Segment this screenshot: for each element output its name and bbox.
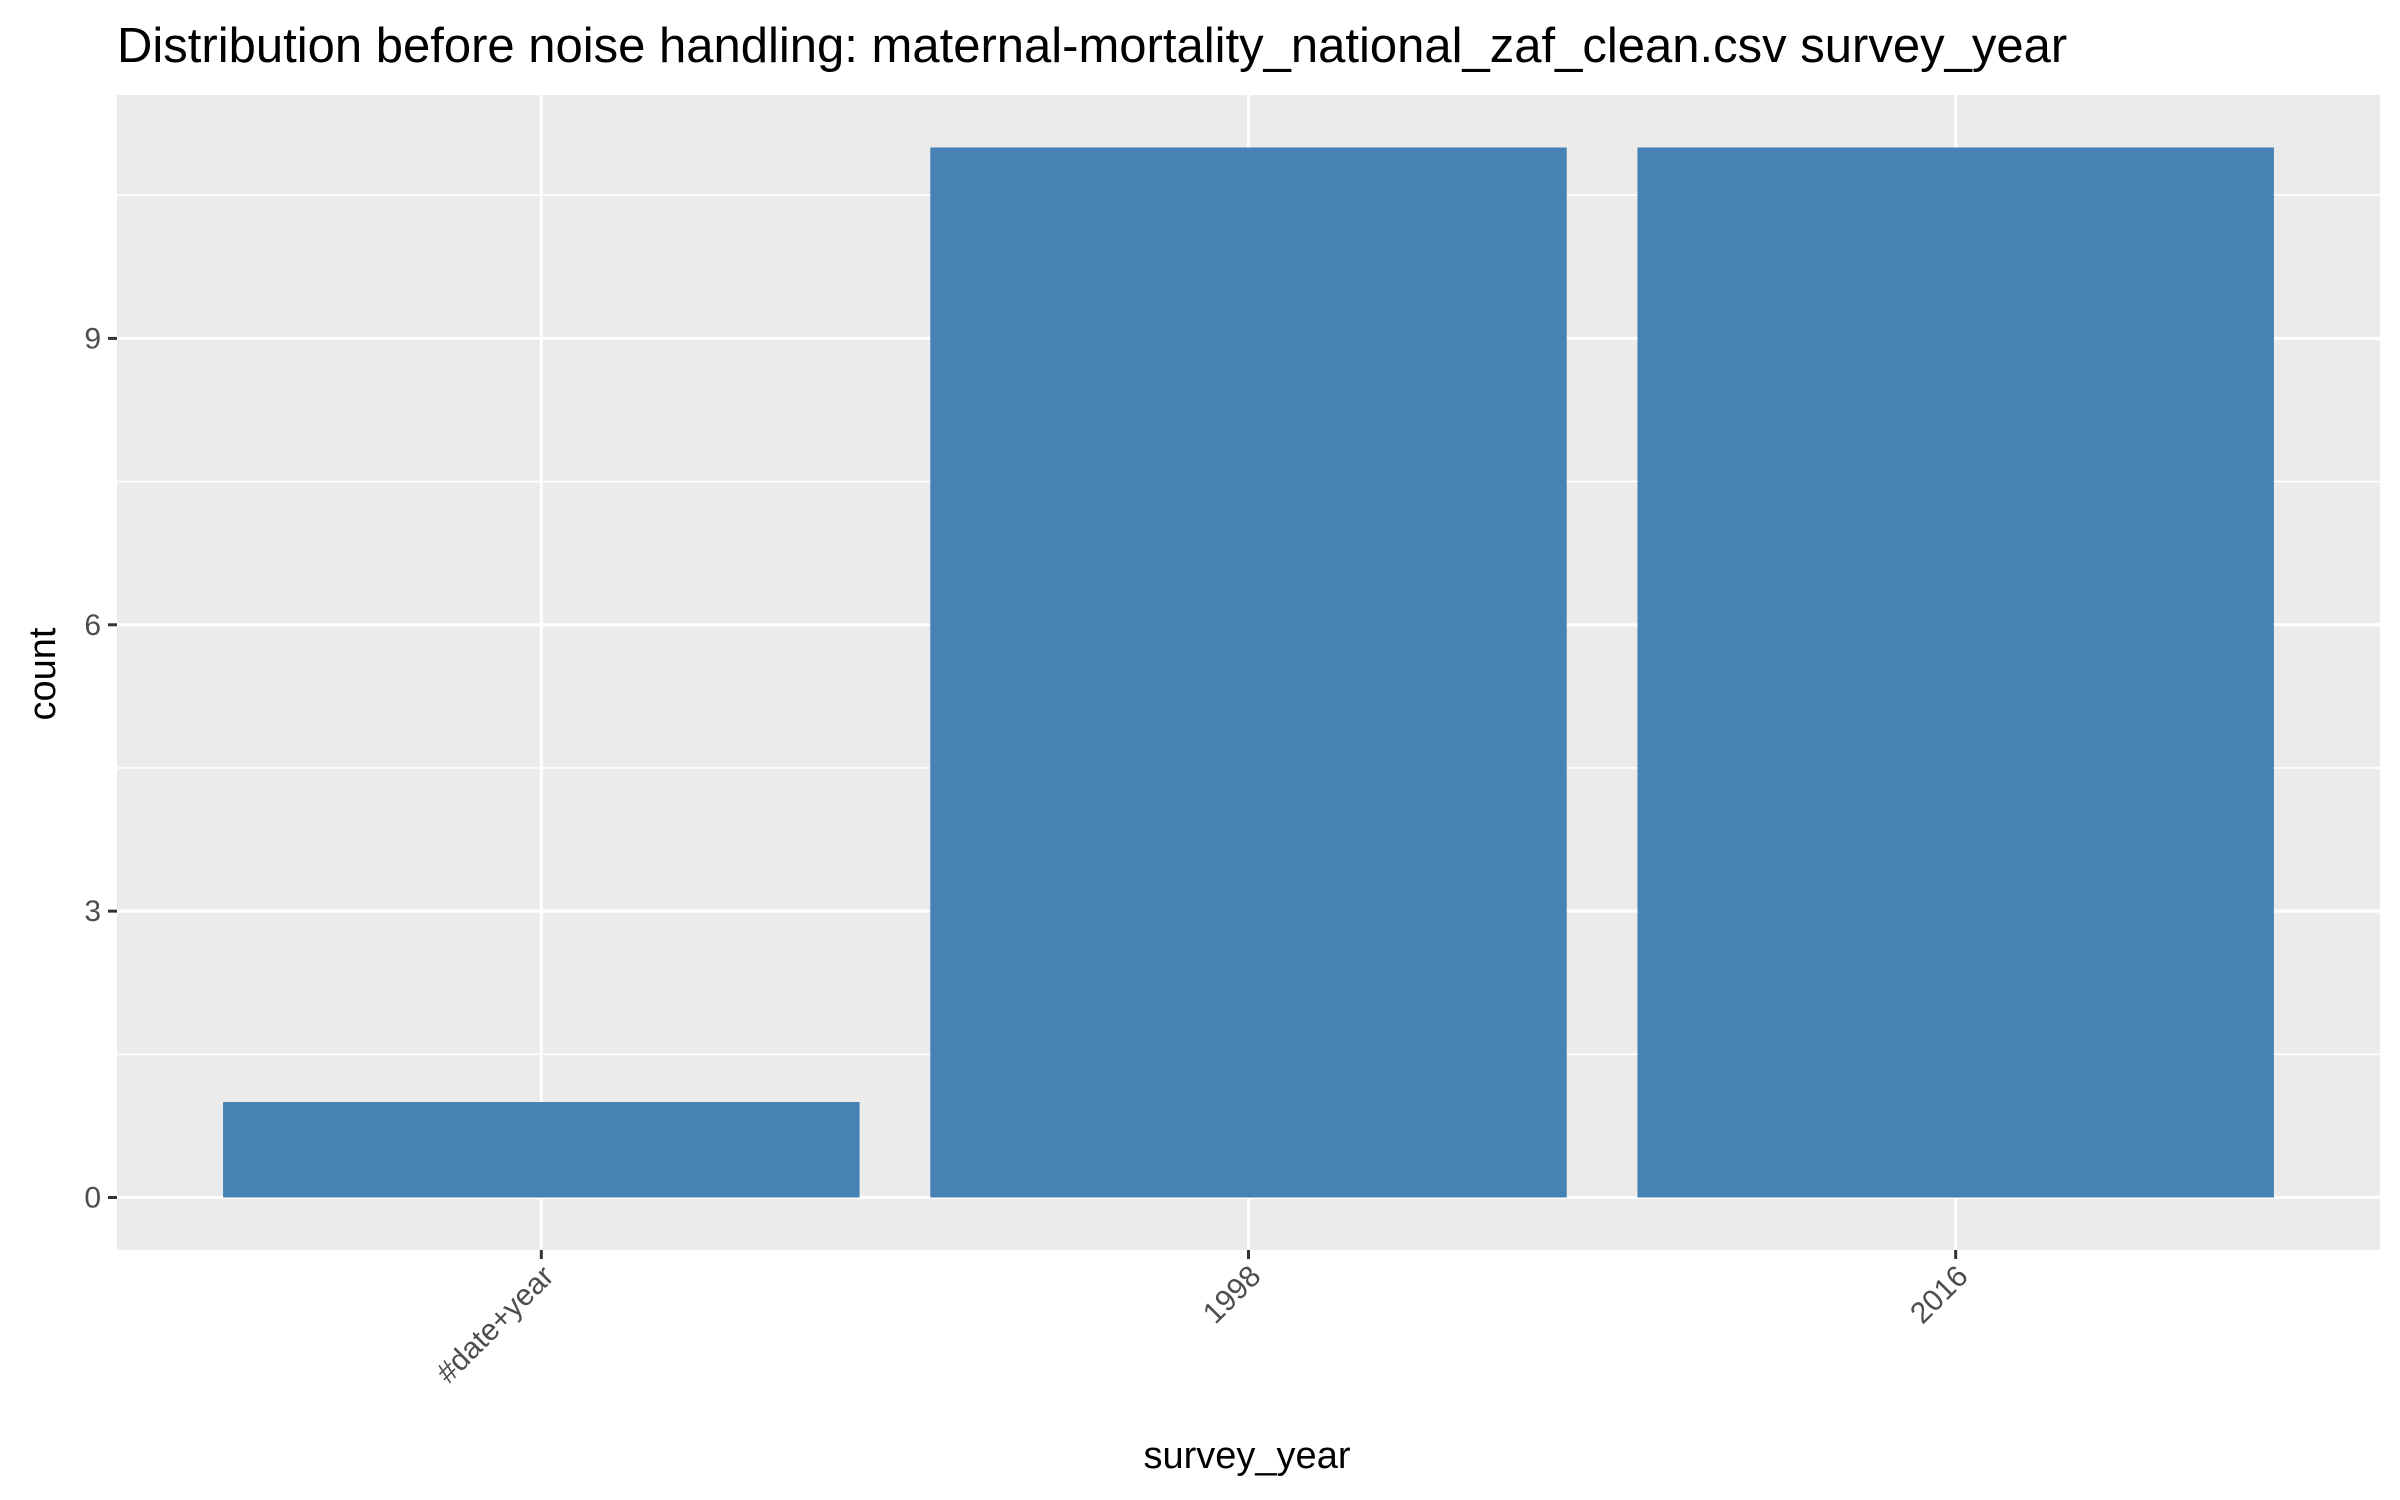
bar-2016 (1637, 147, 2274, 1198)
y-tick-label: 6 (84, 609, 101, 642)
y-tick-label: 3 (84, 895, 101, 928)
y-tick-label: 9 (84, 322, 101, 355)
y-axis: 0 3 6 9 (84, 322, 117, 1215)
x-tick-label: 1998 (1197, 1260, 1268, 1331)
x-axis-title: survey_year (1144, 1435, 1351, 1477)
x-tick-label: #date+year (430, 1260, 560, 1390)
bars (223, 147, 2274, 1198)
bar-1998 (930, 147, 1567, 1198)
y-tick-label: 0 (84, 1182, 101, 1215)
bar-date-year (223, 1102, 860, 1198)
x-axis: #date+year 1998 2016 (430, 1250, 1975, 1390)
x-tick-label: 2016 (1904, 1260, 1975, 1331)
chart-title: Distribution before noise handling: mate… (117, 19, 2067, 73)
y-axis-title: count (22, 627, 64, 720)
